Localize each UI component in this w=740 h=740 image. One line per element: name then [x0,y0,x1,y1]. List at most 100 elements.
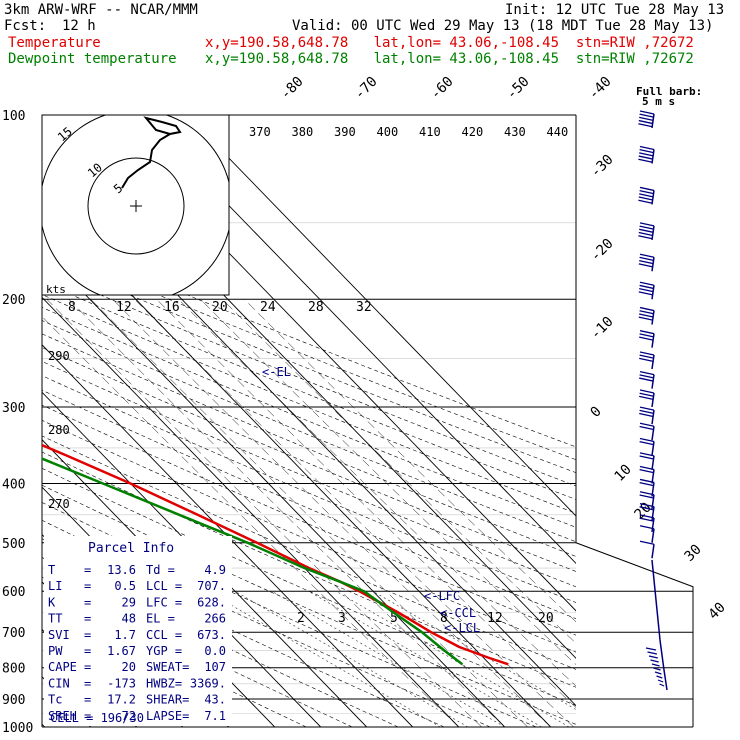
wind-barb-flag [639,478,655,484]
wind-barb-flag [639,371,655,376]
wind-barb-staff [651,506,655,521]
pressure-tick-label: 300 [2,401,25,416]
wind-barb-flag [639,330,655,335]
parcel-value-left: 72 [122,709,136,723]
parcel-info-panel: Parcel Info T = 13.6 Td = 4.9 LI = 0.5 LCL = 707. K… [44,536,232,726]
theta-label: 270 [48,497,70,511]
level-annotations: <-EL <-LFC <-CCL<-LCL [262,365,480,635]
wind-barb-flag [639,441,654,446]
wind-barb-flag [639,313,654,318]
mixing-ratio-label: 20 [538,611,554,626]
pressure-tick-label: 500 [2,537,25,552]
forecast-label: Fcst: [4,18,47,34]
level-annotation: <-CCL [440,606,476,620]
mixing-ratio-label: 5 [390,611,398,626]
wind-barb-lower-flag [650,659,659,663]
wind-barb-flag [639,395,654,401]
hodograph-rings [42,115,229,295]
parcel-label-left: T [48,563,55,577]
wind-barb-flag [639,357,654,362]
wind-barb-flag [638,316,653,321]
parcel-equals: = [84,563,91,577]
dry-adiabat-line [42,467,576,706]
parcel-value-left: 17.2 [107,693,136,707]
speed-axis-label: 12 [116,300,132,315]
wind-barb-flag [639,491,655,496]
isotherm-label: 40 [706,600,729,623]
wind-barb-lower-flag [653,667,661,671]
wind-barb-flag [639,409,654,414]
forecast-hour: 12 h [62,18,96,34]
wind-barb-staff [651,441,655,456]
parcel-label-right: LCL = [146,579,182,593]
parcel-label-left: SVI [48,628,70,642]
wind-barb-lower-flag [659,683,665,687]
parcel-label-left: CIN [48,676,70,690]
wind-barb-flag [639,228,654,233]
parcel-value-left: -173 [107,676,136,690]
wind-barb-flag [639,392,654,397]
isotherm-label: 30 [682,542,705,565]
parcel-value-right: 628. [197,595,226,609]
parcel-equals: = [84,660,91,674]
wind-barb-flag [639,333,654,338]
dry-adiabat-line [42,245,576,461]
theta-e-label: 390 [334,125,356,139]
parcel-value-left: 1.7 [114,628,136,642]
speed-axis-label: 24 [260,300,276,315]
parcel-panel-bg [44,536,232,726]
parcel-equals: = [84,644,91,658]
dry-adiabat-line [42,361,576,588]
wind-barb-lower-flag [648,655,658,659]
barb-legend-unit: 5 m s [642,95,675,108]
parcel-label-right: CCL = [146,628,182,642]
wind-barb-flag [639,506,654,511]
dewpoint-profile-line [42,457,464,666]
theta-e-label: 380 [292,125,314,139]
wind-barb-flag [639,110,655,115]
wind-barb-flag [639,425,654,431]
wind-barb-flag [639,256,654,262]
dry-adiabat-line [42,419,576,653]
dry-adiabat-line [42,375,576,603]
level-annotation: <-EL [262,365,291,379]
wind-barb-flag [639,193,654,198]
parcel-label-right: EL = [146,612,175,626]
dry-adiabat-line [42,233,576,448]
temperature-legend-label: Temperature [8,35,101,51]
isotherm-label: -60 [428,74,457,103]
mixing-ratio-label: 3 [338,611,346,626]
isotherm-line [42,296,460,727]
isotherm-label: 0 [588,404,605,421]
wind-barb-lower-flag [657,679,664,683]
parcel-label-right: SWEAT= [146,660,189,674]
isotherm-label: -20 [588,236,617,265]
wind-barb-flag [639,514,655,519]
parcel-value-right: 7.1 [204,709,226,723]
wind-barb-flag [639,113,654,118]
wind-barb-flag [639,189,654,195]
parcel-label-left: SREH [48,709,77,723]
isotherm-line [186,115,576,517]
mixing-ratio-line [207,590,441,727]
theta-label: 290 [48,349,70,363]
wind-barb-lower-flag [656,675,663,679]
wind-barb-flag [639,354,654,359]
parcel-value-left: 48 [122,612,136,626]
speed-axis-label: 28 [308,300,324,315]
theta-e-label: 430 [504,125,526,139]
parcel-value-left: 0.5 [114,579,136,593]
isotherm-label: -40 [586,74,615,103]
wind-barb-flag [638,235,653,240]
wind-barb-flag [639,351,655,356]
parcel-value-left: 1.67 [107,644,136,658]
wind-barb-flag [639,284,654,290]
wind-barb-flag [638,123,653,128]
wind-barb-flag [639,389,655,394]
parcel-label-right: SHEAR= [146,693,189,707]
parcel-equals: = [84,612,91,626]
speed-axis-label: 8 [68,300,76,315]
pressure-tick-label: 900 [2,693,25,708]
wind-barb-flag [639,452,655,457]
